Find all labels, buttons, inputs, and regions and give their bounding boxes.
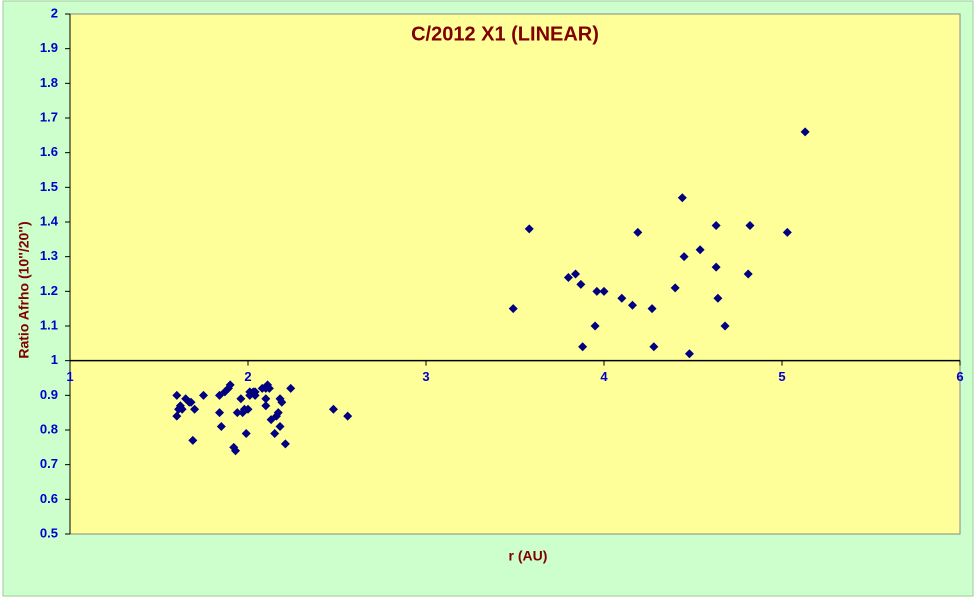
data-point [590, 321, 600, 331]
data-point [649, 342, 659, 352]
data-point [232, 408, 242, 418]
data-point [199, 390, 208, 400]
y-tick-label: 1.2 [40, 283, 58, 298]
x-tick-label: 6 [956, 369, 963, 384]
y-tick-label: 1 [51, 352, 58, 367]
y-tick-label: 0.7 [40, 456, 58, 471]
data-point [743, 269, 753, 279]
data-point [231, 446, 241, 456]
data-point [343, 411, 353, 421]
y-tick-label: 1.3 [40, 248, 58, 263]
data-point [647, 304, 657, 314]
y-tick-label: 1.9 [40, 40, 58, 55]
data-point [225, 380, 235, 390]
data-point [695, 245, 705, 255]
data-point [576, 279, 586, 289]
data-point [670, 283, 680, 293]
x-tick-label: 3 [422, 369, 429, 384]
y-tick-label: 1.4 [40, 213, 59, 228]
data-point [720, 321, 730, 331]
data-point [633, 227, 643, 237]
data-point [190, 404, 200, 414]
data-point [273, 408, 283, 418]
data-point [243, 404, 253, 414]
x-tick-label: 4 [600, 369, 608, 384]
data-point [508, 304, 518, 314]
data-point [711, 220, 721, 230]
y-tick-label: 1.1 [40, 317, 58, 332]
x-tick-label: 5 [778, 369, 785, 384]
data-point [563, 272, 573, 282]
data-point [261, 394, 271, 404]
x-tick-label: 1 [66, 369, 73, 384]
data-point [286, 383, 296, 393]
data-point [524, 224, 534, 234]
data-point [677, 193, 687, 203]
data-point [215, 408, 225, 418]
data-point [745, 220, 755, 230]
data-point [782, 227, 792, 237]
y-tick-label: 1.6 [40, 144, 58, 159]
data-point [216, 422, 226, 432]
data-point [592, 286, 602, 296]
data-point [186, 397, 196, 407]
data-point [328, 404, 338, 414]
data-point [177, 404, 187, 414]
y-tick-label: 0.9 [40, 387, 58, 402]
x-tick-label: 2 [244, 369, 251, 384]
data-point [280, 439, 290, 449]
data-point [679, 252, 689, 262]
data-point [578, 342, 588, 352]
data-point [800, 127, 810, 137]
data-point [270, 428, 280, 438]
data-point [241, 428, 251, 438]
data-point [684, 349, 694, 359]
data-point [236, 394, 246, 404]
y-axis-label: Ratio Afrho (10''/20'') [16, 221, 32, 358]
y-tick-label: 0.8 [40, 421, 58, 436]
y-tick-label: 1.8 [40, 75, 58, 90]
y-tick-label: 0.6 [40, 491, 58, 506]
data-point [264, 383, 274, 393]
data-point [571, 269, 581, 279]
data-point [261, 401, 271, 411]
data-point [599, 286, 609, 296]
data-point [277, 397, 287, 407]
chart-title: C/2012 X1 (LINEAR) [411, 23, 599, 45]
data-point [172, 390, 182, 400]
y-tick-label: 0.5 [40, 525, 58, 540]
data-point [713, 293, 723, 303]
data-point [250, 387, 260, 397]
data-point [275, 422, 285, 432]
data-point [617, 293, 627, 303]
data-point [188, 435, 198, 445]
x-axis-label: r (AU) [509, 548, 548, 564]
y-tick-label: 1.5 [40, 179, 58, 194]
y-tick-label: 2 [51, 5, 58, 20]
y-tick-label: 1.7 [40, 109, 58, 124]
data-point [172, 411, 182, 421]
data-point [627, 300, 637, 310]
data-point [711, 262, 721, 272]
plot-area [69, 13, 961, 535]
